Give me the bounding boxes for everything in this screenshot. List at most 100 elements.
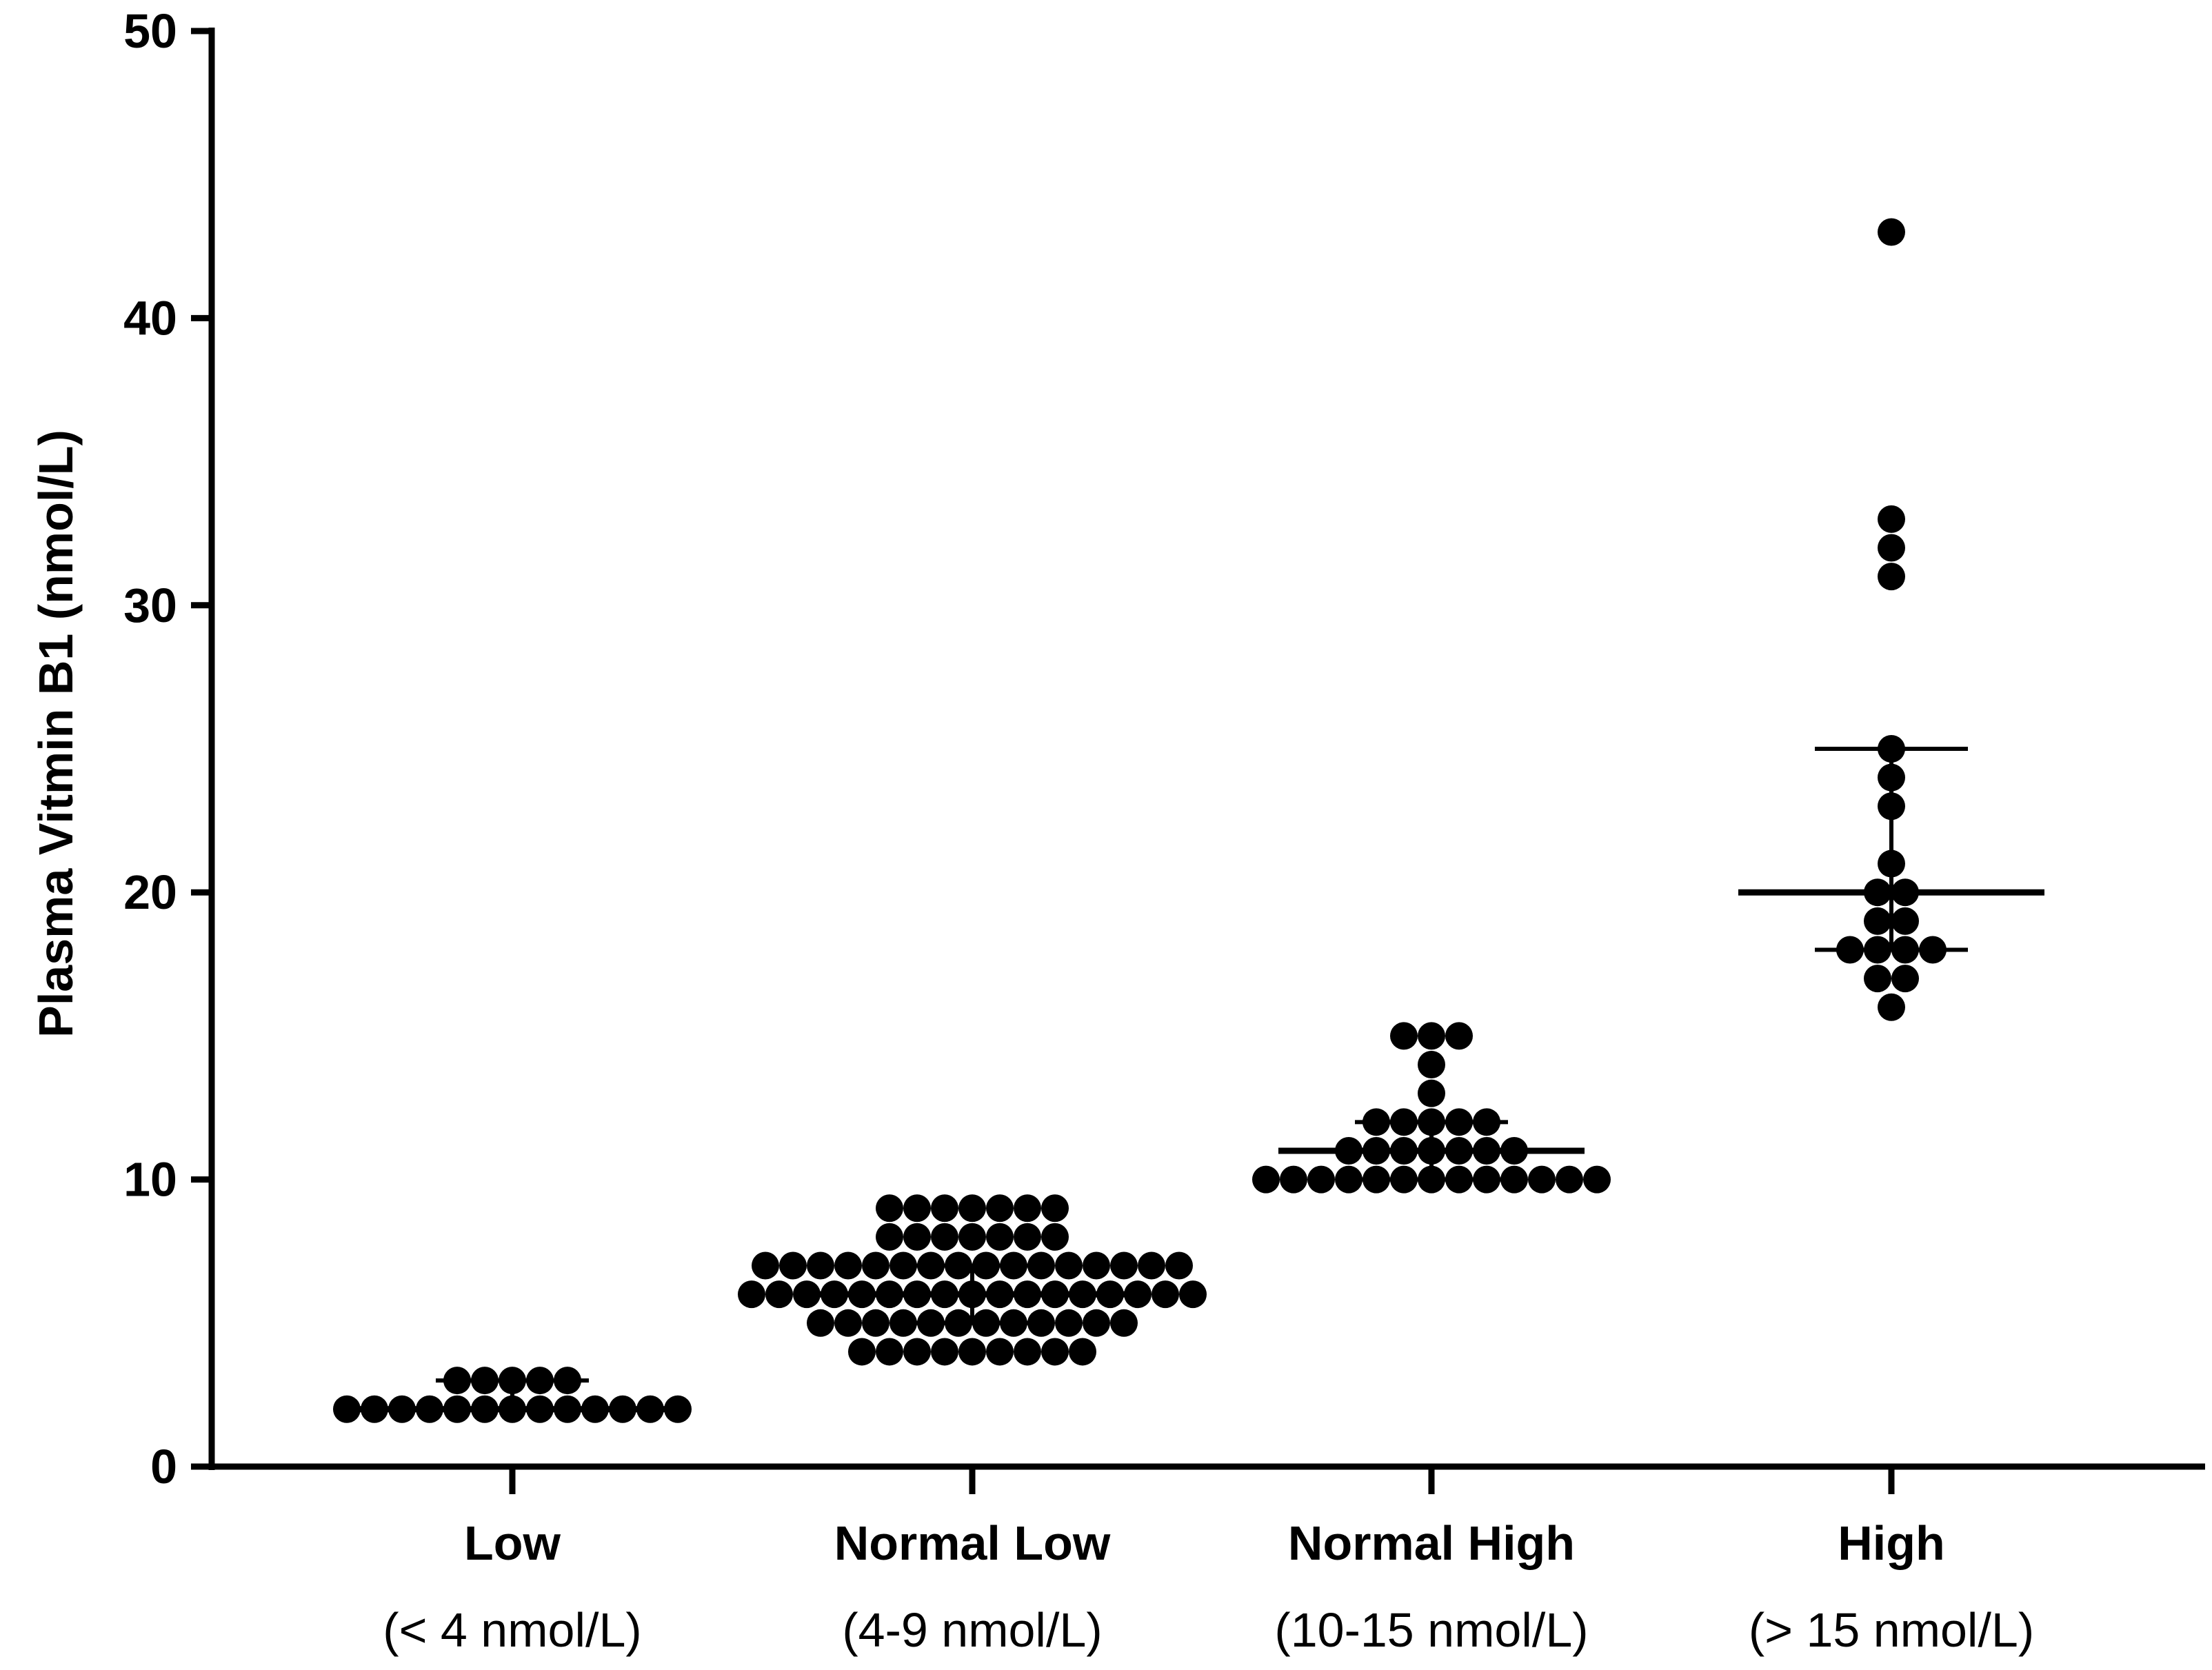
data-point	[1014, 1194, 1041, 1223]
data-point	[903, 1280, 931, 1309]
data-point	[1878, 792, 1905, 821]
data-point	[752, 1251, 779, 1280]
data-point	[862, 1309, 889, 1337]
y-tick-label: 50	[123, 4, 177, 58]
data-point	[821, 1280, 848, 1309]
data-point	[1500, 1165, 1528, 1194]
data-point	[945, 1309, 972, 1337]
data-point	[1110, 1309, 1138, 1337]
data-point	[1891, 965, 1919, 993]
data-point	[931, 1194, 958, 1223]
x-category-range-label: (4-9 nmol/L)	[842, 1603, 1102, 1657]
data-point	[1878, 505, 1905, 533]
x-category-label: High	[1838, 1516, 1945, 1570]
data-point	[1418, 1136, 1445, 1165]
data-point	[848, 1280, 876, 1309]
data-point	[1083, 1251, 1110, 1280]
x-category-range-label: (> 15 nmol/L)	[1749, 1603, 2034, 1657]
data-point	[499, 1395, 526, 1423]
data-point	[554, 1395, 581, 1423]
data-point	[1878, 993, 1905, 1021]
data-point	[1083, 1309, 1110, 1337]
data-point	[636, 1395, 664, 1423]
data-point	[1041, 1223, 1069, 1251]
data-point	[1878, 218, 1905, 246]
data-point	[917, 1251, 945, 1280]
data-point	[1027, 1309, 1055, 1337]
data-point	[361, 1395, 388, 1423]
data-point	[1014, 1223, 1041, 1251]
data-point	[1055, 1309, 1083, 1337]
data-point	[1390, 1165, 1418, 1194]
data-point	[1069, 1280, 1096, 1309]
data-point	[1445, 1165, 1473, 1194]
data-point	[1878, 735, 1905, 763]
data-point	[1583, 1165, 1611, 1194]
data-point	[443, 1367, 471, 1395]
data-point	[972, 1309, 1000, 1337]
data-point	[1110, 1251, 1138, 1280]
data-point	[1390, 1136, 1418, 1165]
data-point	[1165, 1251, 1193, 1280]
data-point	[1418, 1022, 1445, 1050]
data-point	[443, 1395, 471, 1423]
data-point	[876, 1223, 903, 1251]
data-point	[1363, 1136, 1390, 1165]
data-point	[1473, 1165, 1500, 1194]
data-point	[609, 1395, 636, 1423]
data-point	[1069, 1338, 1096, 1366]
data-point	[1041, 1280, 1069, 1309]
data-point	[1836, 936, 1864, 964]
data-point	[1473, 1136, 1500, 1165]
data-point	[1864, 907, 1891, 935]
data-point	[1878, 849, 1905, 878]
x-category-range-label: (10-15 nmol/L)	[1274, 1603, 1588, 1657]
data-point	[1919, 936, 1947, 964]
data-point	[1878, 534, 1905, 562]
axes	[191, 28, 2205, 1494]
data-point	[1363, 1165, 1390, 1194]
y-tick-label: 10	[123, 1153, 177, 1207]
data-point	[931, 1223, 958, 1251]
data-point	[931, 1280, 958, 1309]
data-point	[1418, 1079, 1445, 1107]
data-point	[1027, 1251, 1055, 1280]
data-point	[581, 1395, 609, 1423]
data-point	[1473, 1108, 1500, 1136]
data-point	[1445, 1108, 1473, 1136]
data-point	[554, 1367, 581, 1395]
data-point	[1878, 563, 1905, 591]
data-point	[1000, 1251, 1027, 1280]
data-point	[876, 1194, 903, 1223]
data-point	[807, 1309, 834, 1337]
data-point	[1445, 1022, 1473, 1050]
data-point	[1041, 1194, 1069, 1223]
data-point	[1418, 1165, 1445, 1194]
data-point	[1179, 1280, 1207, 1309]
data-point	[903, 1194, 931, 1223]
data-point	[834, 1309, 862, 1337]
data-point	[1014, 1338, 1041, 1366]
data-point	[958, 1280, 986, 1309]
data-point	[1864, 878, 1891, 907]
data-point	[1096, 1280, 1124, 1309]
x-category-range-label: (< 4 nmol/L)	[383, 1603, 641, 1657]
data-point	[986, 1194, 1014, 1223]
data-point	[1280, 1165, 1307, 1194]
data-point	[903, 1338, 931, 1366]
x-category-label: Normal High	[1288, 1516, 1575, 1570]
data-point	[779, 1251, 807, 1280]
data-point	[1055, 1251, 1083, 1280]
data-point	[931, 1338, 958, 1366]
data-point	[1418, 1108, 1445, 1136]
data-point	[793, 1280, 821, 1309]
data-point	[958, 1223, 986, 1251]
data-point	[1390, 1108, 1418, 1136]
data-point	[1041, 1338, 1069, 1366]
data-point	[986, 1338, 1014, 1366]
data-point	[1014, 1280, 1041, 1309]
data-point	[388, 1395, 416, 1423]
y-tick-label: 0	[150, 1440, 177, 1493]
